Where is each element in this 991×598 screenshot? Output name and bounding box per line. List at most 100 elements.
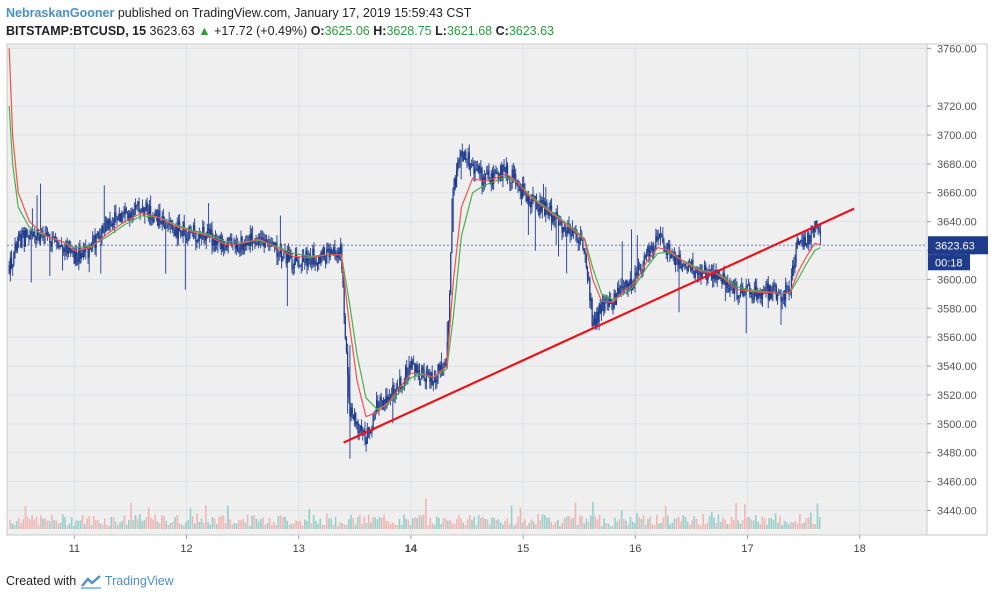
volume-bar bbox=[387, 521, 390, 529]
candle-body bbox=[634, 272, 636, 285]
volume-bar bbox=[515, 523, 517, 529]
volume-bar bbox=[158, 523, 161, 529]
volume-bar bbox=[150, 517, 152, 529]
candle-body bbox=[590, 299, 592, 301]
volume-bar bbox=[70, 517, 73, 529]
volume-bar bbox=[389, 524, 392, 529]
volume-bar bbox=[297, 521, 300, 529]
volume-bar bbox=[306, 520, 308, 529]
volume-bar bbox=[475, 524, 478, 529]
candle-body bbox=[21, 234, 23, 248]
candle-body bbox=[680, 266, 682, 268]
candle-body bbox=[439, 364, 441, 371]
candle-body bbox=[416, 364, 418, 374]
candle-body bbox=[639, 264, 641, 266]
candle-body bbox=[16, 242, 18, 251]
candle-body bbox=[322, 247, 324, 257]
candle-body bbox=[539, 200, 541, 215]
volume-bar bbox=[638, 517, 641, 529]
volume-bar bbox=[488, 524, 491, 529]
candle-body bbox=[287, 251, 290, 261]
candle-body bbox=[424, 379, 426, 382]
candle-body bbox=[114, 212, 116, 225]
candle-body bbox=[630, 278, 633, 291]
candle-body bbox=[165, 226, 167, 229]
candle-body bbox=[651, 246, 653, 251]
candle-body bbox=[242, 243, 244, 250]
tradingview-brand[interactable]: TradingView bbox=[104, 574, 174, 588]
candle-body bbox=[635, 272, 637, 276]
volume-bar bbox=[169, 522, 172, 529]
candle-body bbox=[607, 302, 609, 306]
candle-body bbox=[292, 268, 294, 270]
candle-body bbox=[104, 223, 107, 233]
candle-body bbox=[78, 246, 80, 263]
candle-body bbox=[698, 273, 700, 275]
volume-bar bbox=[625, 520, 627, 529]
candle-body bbox=[60, 245, 62, 247]
volume-bar bbox=[282, 517, 284, 529]
candle-body bbox=[555, 212, 557, 214]
published-text: published on TradingView.com, January 17… bbox=[117, 6, 472, 20]
volume-bar bbox=[55, 520, 58, 529]
volume-bar bbox=[361, 523, 363, 529]
tradingview-logo-icon bbox=[80, 574, 101, 589]
candle-body bbox=[817, 226, 819, 230]
candle-body bbox=[798, 242, 801, 245]
volume-bar bbox=[420, 515, 423, 529]
volume-bar bbox=[477, 514, 480, 529]
volume-bar bbox=[218, 516, 220, 529]
volume-bar bbox=[205, 505, 207, 529]
candle-body bbox=[351, 407, 353, 415]
candle-body bbox=[626, 280, 628, 290]
candle-body bbox=[331, 253, 334, 255]
candle-body bbox=[815, 221, 817, 227]
candle-body bbox=[812, 228, 815, 233]
volume-bar bbox=[603, 518, 605, 529]
candle-body bbox=[743, 294, 745, 296]
candle-body bbox=[111, 223, 113, 227]
volume-bar bbox=[733, 519, 735, 529]
volume-bar bbox=[92, 516, 95, 529]
candle-body bbox=[379, 397, 381, 407]
candle-body bbox=[38, 236, 40, 242]
volume-bar bbox=[198, 522, 201, 529]
candle-body bbox=[605, 299, 607, 302]
volume-bar bbox=[741, 520, 744, 529]
candle-body bbox=[681, 264, 684, 267]
candle-body bbox=[107, 220, 109, 229]
candle-body bbox=[214, 236, 217, 246]
volume-bar bbox=[563, 518, 566, 529]
volume-bar bbox=[350, 514, 352, 529]
candle-body bbox=[610, 297, 612, 304]
price-chart[interactable]: 3440.00 3460.00 3480.00 3500.00 3520.00 3540.… bbox=[0, 0, 991, 570]
candle-body bbox=[690, 265, 692, 271]
author-name[interactable]: NebraskanGooner bbox=[6, 6, 115, 20]
volume-bar bbox=[374, 517, 377, 529]
candle-body bbox=[80, 253, 82, 259]
volume-bar bbox=[143, 519, 146, 529]
volume-bar bbox=[565, 516, 568, 529]
close-value: 3623.63 bbox=[508, 24, 554, 38]
candle-body bbox=[277, 253, 279, 257]
candle-body bbox=[735, 283, 737, 287]
volume-bar bbox=[376, 519, 379, 529]
volume-bar bbox=[519, 507, 522, 529]
volume-bar bbox=[653, 525, 656, 529]
candle-body bbox=[628, 283, 630, 287]
volume-bar bbox=[273, 522, 275, 529]
candle-body bbox=[166, 225, 168, 227]
volume-bar bbox=[649, 516, 652, 529]
volume-bar bbox=[750, 519, 753, 529]
candle-body bbox=[262, 237, 264, 239]
candle-body bbox=[109, 218, 111, 225]
candle-body bbox=[216, 236, 218, 246]
candle-body bbox=[469, 163, 472, 170]
candle-body bbox=[32, 231, 35, 237]
candle-body bbox=[26, 230, 28, 236]
volume-bar bbox=[209, 524, 212, 529]
volume-bar bbox=[312, 515, 315, 529]
candle-body bbox=[56, 238, 58, 243]
candle-body bbox=[618, 287, 620, 295]
volume-bar bbox=[26, 516, 29, 529]
